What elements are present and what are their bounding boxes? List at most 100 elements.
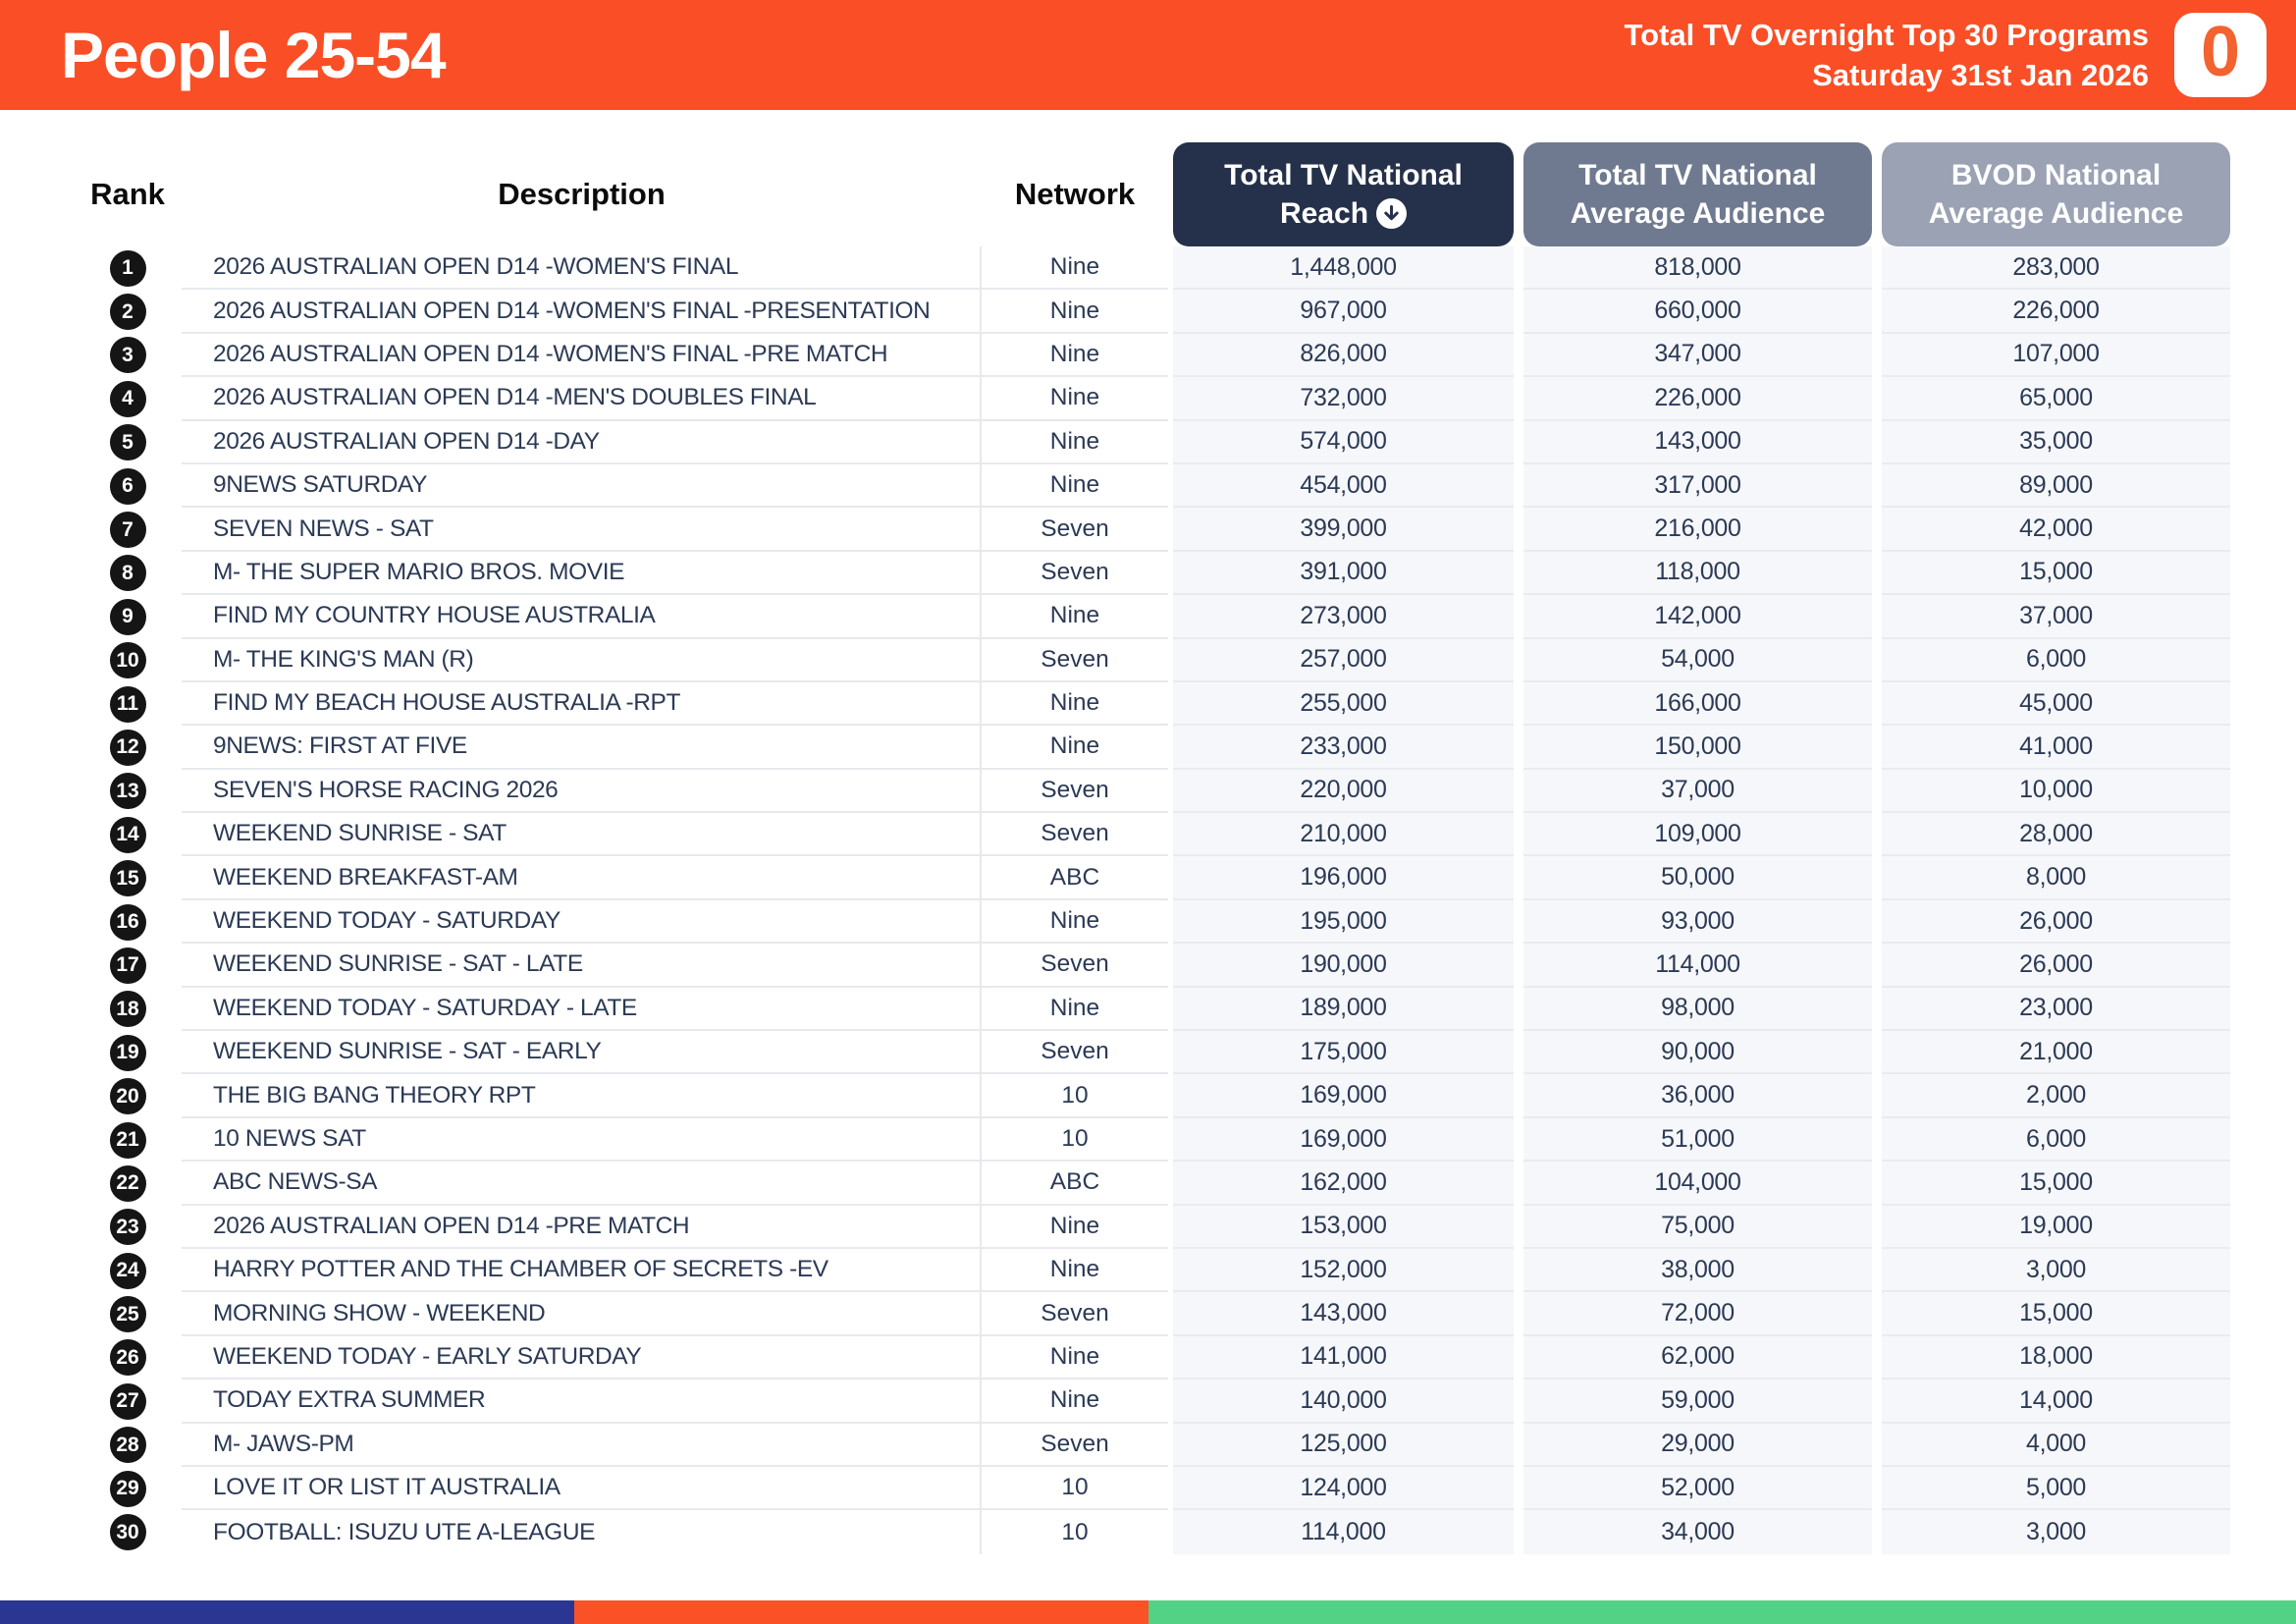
bvod-average-value: 6,000 [1882, 1117, 2230, 1163]
bvod-average-value: 107,000 [1882, 333, 2230, 378]
rank-badge: 17 [109, 947, 146, 984]
report-subtitle: Total TV Overnight Top 30 Programs Satur… [1624, 15, 2149, 95]
total-tv-average-value: 37,000 [1523, 769, 1872, 814]
rank-badge: 14 [109, 816, 146, 853]
network-name: Seven [982, 944, 1168, 988]
rank-badge: 30 [109, 1514, 146, 1551]
network-name: Seven [982, 552, 1168, 596]
total-tv-reach-value: 257,000 [1173, 638, 1514, 682]
total-tv-average-value: 34,000 [1523, 1510, 1872, 1554]
rank-cell: 22 [74, 1162, 182, 1205]
rank-cell: 2 [74, 290, 182, 333]
total-tv-average-value: 90,000 [1523, 1031, 1872, 1075]
report-header: People 25-54 Total TV Overnight Top 30 P… [0, 0, 2296, 110]
network-name: Nine [982, 334, 1168, 378]
table-row: 7 SEVEN NEWS - SAT Seven 399,000 216,000… [74, 508, 2235, 552]
total-tv-average-value: 660,000 [1523, 290, 1872, 334]
network-name: Nine [982, 988, 1168, 1032]
page-title: People 25-54 [61, 19, 447, 91]
program-description: 10 NEWS SAT [182, 1117, 982, 1163]
total-tv-reach-value: 826,000 [1173, 333, 1514, 378]
program-description: TODAY EXTRA SUMMER [182, 1380, 982, 1424]
total-tv-reach-value: 255,000 [1173, 681, 1514, 727]
rank-cell: 6 [74, 464, 182, 508]
table-row: 29 LOVE IT OR LIST IT AUSTRALIA 10 124,0… [74, 1466, 2235, 1511]
network-name: 10 [982, 1074, 1168, 1118]
total-tv-reach-value: 190,000 [1173, 944, 1514, 988]
rank-badge: 3 [109, 337, 146, 374]
table-row: 13 SEVEN'S HORSE RACING 2026 Seven 220,0… [74, 769, 2235, 814]
rank-cell: 13 [74, 770, 182, 813]
total-tv-reach-value: 574,000 [1173, 420, 1514, 464]
bvod-average-value: 226,000 [1882, 290, 2230, 334]
rank-badge: 21 [109, 1121, 146, 1159]
oztam-logo-zero: 0 [2200, 13, 2241, 91]
column-header-total-tv-reach: Total TV National Reach [1173, 142, 1514, 246]
program-description: ABC NEWS-SA [182, 1162, 982, 1206]
rank-badge: 19 [109, 1034, 146, 1071]
bvod-average-value: 28,000 [1882, 813, 2230, 857]
table-row: 17 WEEKEND SUNRISE - SAT - LATE Seven 19… [74, 944, 2235, 988]
total-tv-reach-value: 169,000 [1173, 1117, 1514, 1163]
column-header-bvod-average: BVOD National Average Audience [1882, 142, 2230, 246]
network-name: Nine [982, 1380, 1168, 1424]
total-tv-average-value: 36,000 [1523, 1074, 1872, 1118]
total-tv-reach-value: 196,000 [1173, 856, 1514, 900]
total-tv-reach-value: 220,000 [1173, 769, 1514, 814]
rank-cell: 17 [74, 944, 182, 987]
column-header-rank: Rank [90, 177, 165, 211]
program-description: HARRY POTTER AND THE CHAMBER OF SECRETS … [182, 1248, 982, 1293]
rank-cell: 19 [74, 1031, 182, 1074]
total-tv-reach-value: 732,000 [1173, 377, 1514, 421]
total-tv-reach-value: 454,000 [1173, 463, 1514, 509]
total-tv-reach-value: 114,000 [1173, 1510, 1514, 1554]
network-name: 10 [1061, 1518, 1089, 1545]
column-header-network: Network [1014, 177, 1136, 211]
total-tv-average-value: 104,000 [1523, 1162, 1872, 1206]
table-row: 30 FOOTBALL: ISUZU UTE A-LEAGUE 10 114,0… [74, 1510, 2235, 1554]
total-tv-average-value: 52,000 [1523, 1466, 1872, 1511]
total-tv-average-value: 72,000 [1523, 1292, 1872, 1336]
rank-cell: 26 [74, 1336, 182, 1380]
rank-badge: 4 [109, 380, 146, 417]
rank-badge: 29 [109, 1470, 146, 1507]
program-description: FOOTBALL: ISUZU UTE A-LEAGUE [182, 1510, 982, 1554]
program-description: SEVEN'S HORSE RACING 2026 [182, 769, 982, 814]
rank-badge: 9 [109, 598, 146, 635]
network-name: 10 [982, 1118, 1168, 1163]
rank-cell: 28 [74, 1424, 182, 1467]
table-row: 10 M- THE KING'S MAN (R) Seven 257,000 5… [74, 638, 2235, 682]
network-name: 10 [982, 1467, 1168, 1511]
total-tv-average-value: 143,000 [1523, 420, 1872, 464]
total-tv-average-value: 114,000 [1523, 944, 1872, 988]
total-tv-average-value: 226,000 [1523, 377, 1872, 421]
total-tv-reach-value: 967,000 [1173, 290, 1514, 334]
network-name: Nine [982, 377, 1168, 421]
rank-cell: 5 [74, 421, 182, 464]
program-description: 2026 AUSTRALIAN OPEN D14 -WOMEN'S FINAL … [182, 333, 982, 378]
total-tv-average-value: 50,000 [1523, 856, 1872, 900]
table-row: 18 WEEKEND TODAY - SATURDAY - LATE Nine … [74, 987, 2235, 1032]
network-name: Nine [982, 464, 1168, 509]
table-row: 16 WEEKEND TODAY - SATURDAY Nine 195,000… [74, 899, 2235, 945]
network-name: Nine [982, 246, 1168, 291]
network-name: Nine [982, 682, 1168, 727]
rank-badge: 13 [109, 773, 146, 810]
rank-badge: 6 [109, 467, 146, 505]
rank-cell: 21 [74, 1118, 182, 1162]
program-description: 2026 AUSTRALIAN OPEN D14 -DAY [182, 420, 982, 464]
table-row: 2 2026 AUSTRALIAN OPEN D14 -WOMEN'S FINA… [74, 290, 2235, 334]
oztam-logo: 0 [2174, 13, 2267, 97]
program-description: WEEKEND SUNRISE - SAT - LATE [182, 944, 982, 988]
bvod-average-value: 5,000 [1882, 1466, 2230, 1511]
total-tv-average-value: 109,000 [1523, 813, 1872, 857]
program-description: MORNING SHOW - WEEKEND [182, 1292, 982, 1336]
table-row: 22 ABC NEWS-SA ABC 162,000 104,000 15,00… [74, 1162, 2235, 1206]
total-tv-average-value: 54,000 [1523, 638, 1872, 682]
rank-cell: 14 [74, 813, 182, 856]
footer-stripe [0, 1600, 2296, 1624]
program-description: 9NEWS SATURDAY [182, 463, 982, 509]
total-tv-average-value: 38,000 [1523, 1248, 1872, 1293]
program-description: FIND MY BEACH HOUSE AUSTRALIA -RPT [182, 681, 982, 727]
bvod-average-value: 42,000 [1882, 508, 2230, 552]
